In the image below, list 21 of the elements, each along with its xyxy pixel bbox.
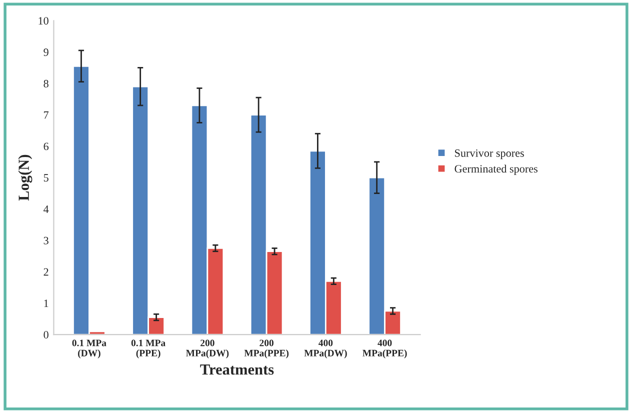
- x-axis-title: Treatments: [200, 364, 274, 375]
- x-tick-label: 400 MPa(DW): [304, 340, 347, 358]
- x-tick-label: 0.1 MPa (PPE): [131, 340, 166, 358]
- y-tick-label: 7: [44, 111, 49, 119]
- y-tick-label: 10: [38, 17, 48, 25]
- x-tick-label: 0.1 MPa (DW): [72, 340, 106, 358]
- legend-label: Germinated spores: [454, 164, 538, 175]
- x-tick-label: 200 MPa(DW): [186, 340, 229, 358]
- legend-label: Survivor spores: [455, 149, 524, 160]
- y-tick-label: 5: [44, 174, 48, 182]
- y-tick-label: 2: [44, 268, 48, 276]
- x-tick-label: 200 MPa(PPE): [244, 340, 289, 358]
- y-tick-label: 8: [44, 80, 48, 88]
- y-tick-label: 0: [44, 330, 48, 338]
- y-tick-label: 6: [44, 142, 49, 150]
- y-tick-label: 4: [44, 206, 49, 213]
- y-tick-label: 1: [44, 300, 48, 307]
- y-tick-label: 9: [44, 48, 48, 56]
- y-tick-label: 3: [44, 236, 48, 244]
- y-axis-title: Log(N): [18, 154, 32, 201]
- x-tick-label: 400 MPa(PPE): [362, 340, 407, 358]
